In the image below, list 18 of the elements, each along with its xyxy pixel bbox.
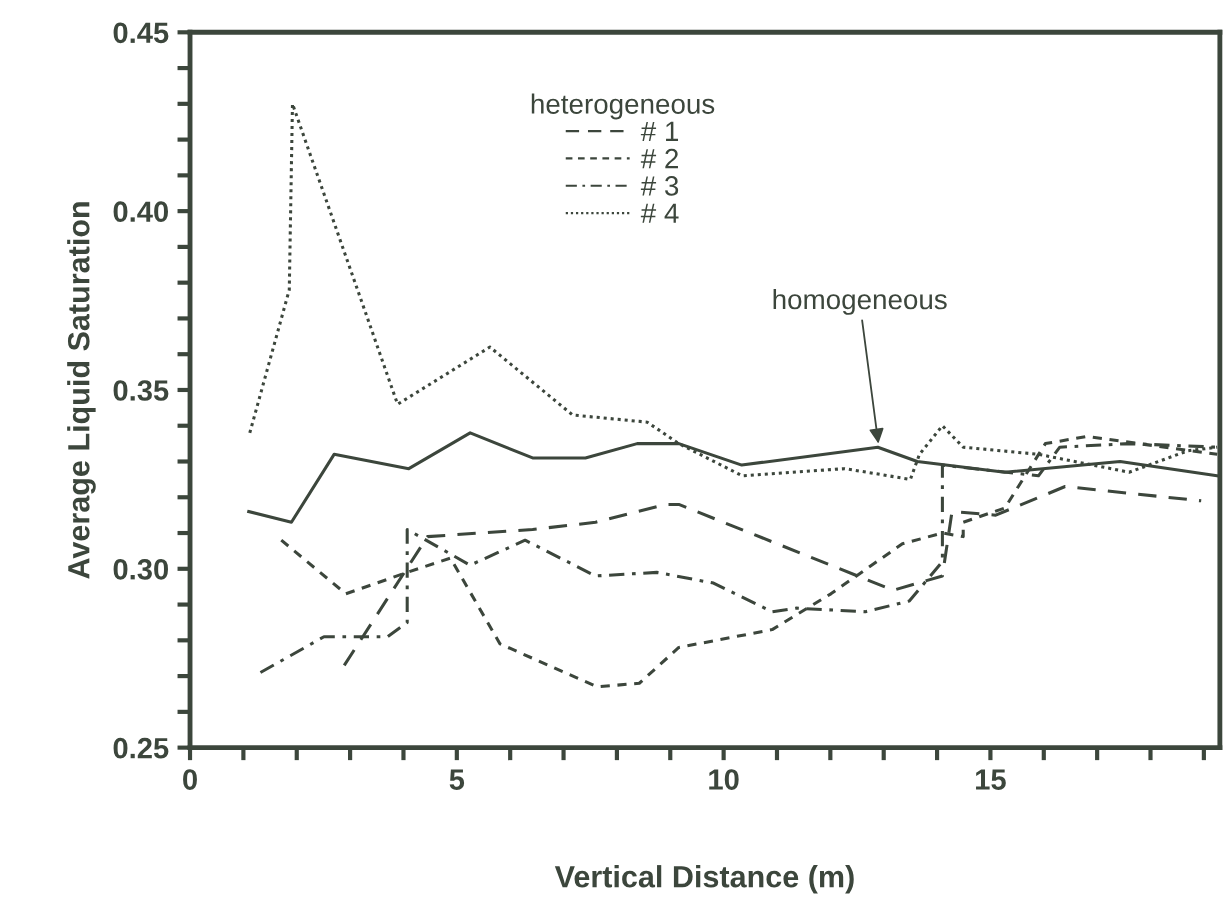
legend-label: # 3 [640, 176, 679, 196]
y-tick-label: 0.30 [113, 559, 169, 580]
x-tick-label: 0 [183, 769, 197, 790]
y-tick-label: 0.45 [113, 22, 169, 44]
x-tick-label: 5 [449, 769, 465, 790]
x-tick-label: 10 [709, 769, 739, 790]
annotation: homogeneous [773, 288, 947, 315]
y-tick-label: 0.25 [113, 737, 169, 759]
legend-label: # 1 [640, 121, 679, 141]
y-tick-label: 0.35 [113, 380, 169, 401]
legend-label: # 4 [640, 203, 679, 223]
legend-label: # 2 [640, 148, 678, 169]
line-series [342, 485, 1203, 667]
legend-title: heterogeneous [531, 93, 715, 120]
y-axis-title: Average Liquid Saturation [67, 202, 96, 579]
x-tick-label: 15 [976, 769, 1006, 790]
y-tick-label: 0.40 [113, 201, 169, 222]
x-axis-title: Vertical Distance (m) [554, 865, 854, 894]
